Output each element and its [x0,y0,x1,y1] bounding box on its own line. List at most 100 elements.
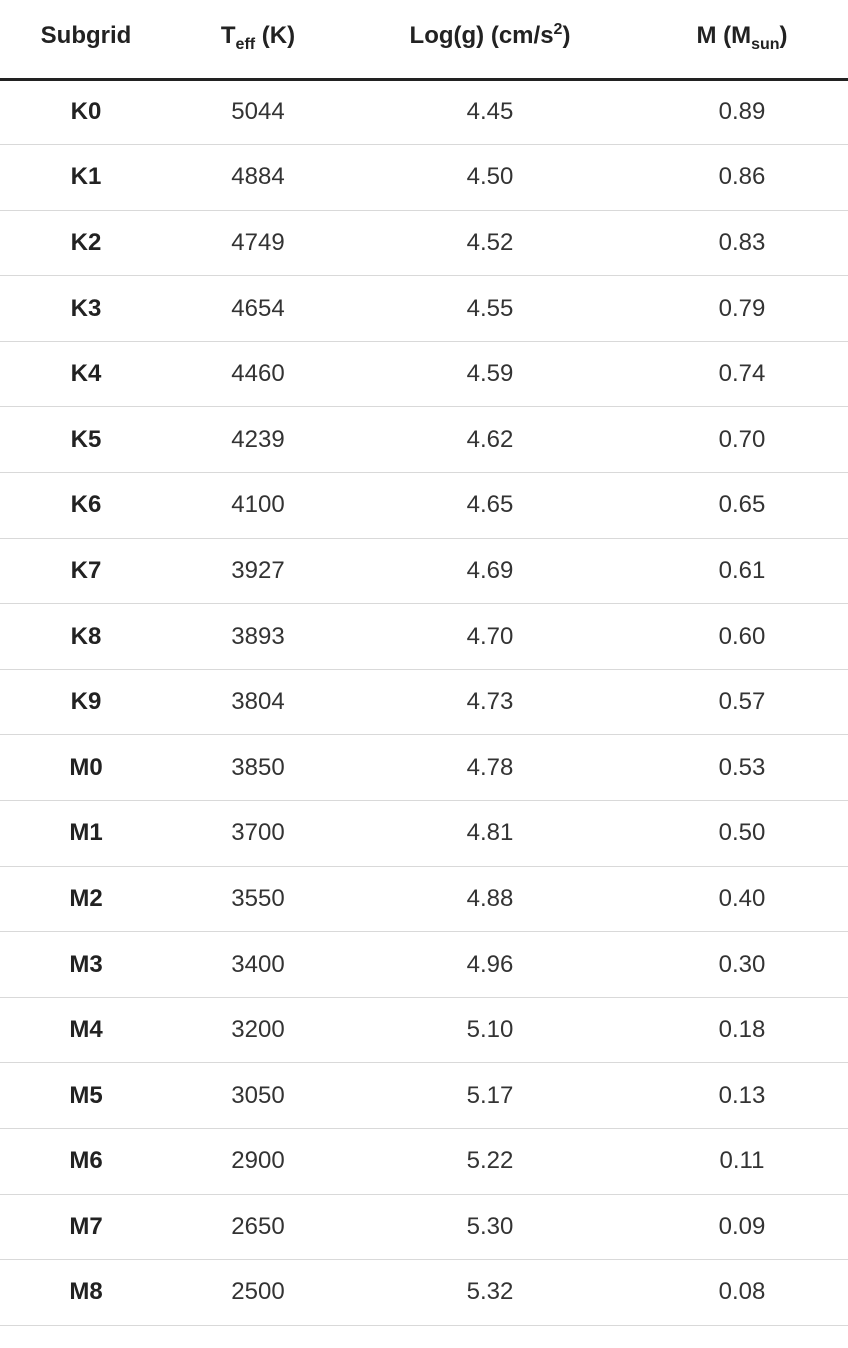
cell-mass: 0.40 [636,866,848,933]
table-row: K6 4100 4.65 0.65 [0,472,848,539]
cell-logg: 4.69 [344,538,636,605]
cell-teff: 4749 [172,210,344,277]
cell-logg: 5.22 [344,1128,636,1195]
cell-mass: 0.08 [636,1259,848,1326]
cell-teff: 3700 [172,800,344,867]
cell-mass: 0.65 [636,472,848,539]
table-row: M3 3400 4.96 0.30 [0,931,848,998]
header-mass: M (Msun) [636,0,848,81]
cell-logg: 4.45 [344,79,636,146]
cell-mass: 0.18 [636,997,848,1064]
table-row: M8 2500 5.32 0.08 [0,1259,848,1326]
cell-mass: 0.57 [636,669,848,736]
cell-teff: 2900 [172,1128,344,1195]
cell-teff: 3893 [172,603,344,670]
cell-mass: 0.53 [636,734,848,802]
cell-mass: 0.86 [636,144,848,211]
cell-subgrid: K4 [0,341,172,408]
cell-mass: 0.13 [636,1062,848,1129]
cell-teff: 3200 [172,997,344,1064]
cell-subgrid: K7 [0,538,172,605]
cell-teff: 4100 [172,472,344,539]
cell-subgrid: M2 [0,866,172,933]
table-row: K8 3893 4.70 0.60 [0,603,848,670]
cell-subgrid: K0 [0,79,172,146]
table-row: K9 3804 4.73 0.57 [0,669,848,736]
cell-teff: 3927 [172,538,344,605]
cell-logg: 4.73 [344,669,636,736]
cell-mass: 0.50 [636,800,848,867]
cell-subgrid: K2 [0,210,172,277]
cell-teff: 3550 [172,866,344,933]
cell-subgrid: M3 [0,931,172,998]
cell-mass: 0.74 [636,341,848,408]
cell-logg: 4.70 [344,603,636,670]
cell-subgrid: M1 [0,800,172,867]
cell-logg: 5.30 [344,1194,636,1261]
cell-subgrid: M6 [0,1128,172,1195]
cell-logg: 5.17 [344,1062,636,1129]
table-row: K2 4749 4.52 0.83 [0,210,848,277]
cell-mass: 0.11 [636,1128,848,1195]
cell-logg: 4.52 [344,210,636,277]
cell-mass: 0.61 [636,538,848,605]
cell-logg: 4.65 [344,472,636,539]
cell-teff: 3850 [172,734,344,802]
cell-subgrid: K8 [0,603,172,670]
cell-teff: 2500 [172,1259,344,1326]
table-row: M2 3550 4.88 0.40 [0,866,848,933]
cell-subgrid: K6 [0,472,172,539]
header-subgrid: Subgrid [0,0,172,81]
cell-mass: 0.83 [636,210,848,277]
cell-mass: 0.89 [636,79,848,146]
cell-teff: 2650 [172,1194,344,1261]
table-row: K1 4884 4.50 0.86 [0,144,848,211]
cell-mass: 0.09 [636,1194,848,1261]
table-body: K0 5044 4.45 0.89 K1 4884 4.50 0.86 K2 4749 4.52 0.… [0,79,848,1326]
table-row: M6 2900 5.22 0.11 [0,1128,848,1195]
cell-subgrid: K9 [0,669,172,736]
cell-teff: 3804 [172,669,344,736]
table-row: M1 3700 4.81 0.50 [0,800,848,867]
cell-logg: 4.78 [344,734,636,802]
cell-logg: 4.59 [344,341,636,408]
cell-teff: 4460 [172,341,344,408]
cell-subgrid: M7 [0,1194,172,1261]
cell-teff: 3050 [172,1062,344,1129]
table-row: K3 4654 4.55 0.79 [0,275,848,342]
cell-subgrid: K5 [0,406,172,474]
cell-subgrid: M0 [0,734,172,802]
cell-teff: 4239 [172,406,344,474]
cell-mass: 0.30 [636,931,848,998]
cell-mass: 0.60 [636,603,848,670]
cell-logg: 4.96 [344,931,636,998]
table-row: M0 3850 4.78 0.53 [0,734,848,802]
cell-teff: 4654 [172,275,344,342]
cell-teff: 5044 [172,79,344,146]
cell-subgrid: M5 [0,1062,172,1129]
table-row: K7 3927 4.69 0.61 [0,538,848,605]
cell-logg: 4.81 [344,800,636,867]
cell-mass: 0.70 [636,406,848,474]
cell-logg: 4.62 [344,406,636,474]
cell-logg: 5.10 [344,997,636,1064]
table-header: Subgrid Teff (K) Log(g) (cm/s2) M (Msun) [0,0,848,81]
table-row: M7 2650 5.30 0.09 [0,1194,848,1261]
table-row: K0 5044 4.45 0.89 [0,79,848,146]
cell-subgrid: M8 [0,1259,172,1326]
table-row: K4 4460 4.59 0.74 [0,341,848,408]
cell-mass: 0.79 [636,275,848,342]
cell-teff: 4884 [172,144,344,211]
header-row: Subgrid Teff (K) Log(g) (cm/s2) M (Msun) [0,0,848,81]
cell-logg: 4.88 [344,866,636,933]
cell-logg: 4.55 [344,275,636,342]
cell-subgrid: K3 [0,275,172,342]
cell-logg: 5.32 [344,1259,636,1326]
table-row: K5 4239 4.62 0.70 [0,406,848,474]
table-row: M5 3050 5.17 0.13 [0,1062,848,1129]
table-row: M4 3200 5.10 0.18 [0,997,848,1064]
cell-subgrid: K1 [0,144,172,211]
cell-logg: 4.50 [344,144,636,211]
header-teff: Teff (K) [172,0,344,81]
